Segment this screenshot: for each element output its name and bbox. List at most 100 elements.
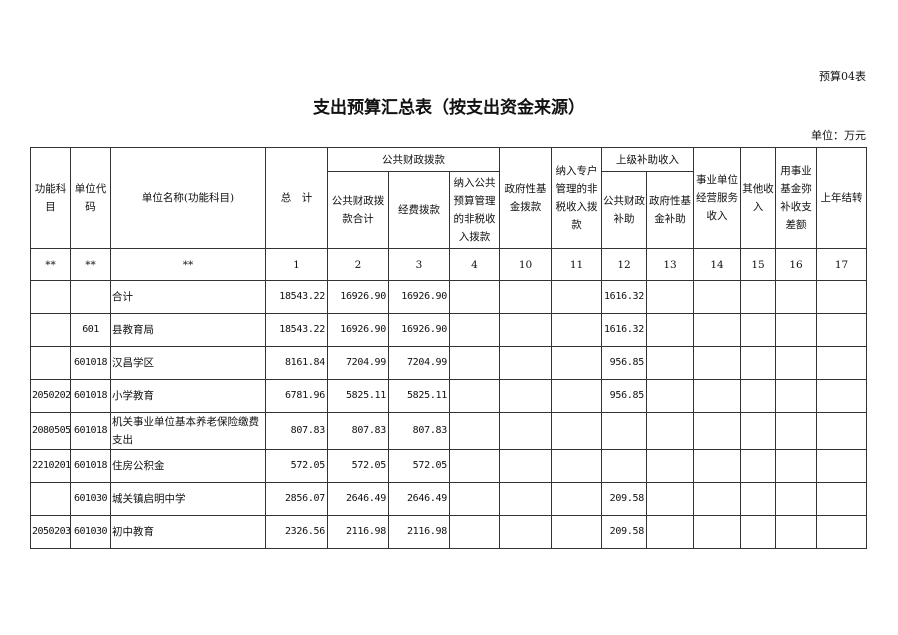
func-subject-cell: 2080505	[30, 412, 71, 450]
unit-code-cell: 601030	[70, 482, 111, 516]
total-cell: 6781.96	[265, 379, 328, 413]
other-income-cell	[740, 379, 776, 413]
nontax-special-cell	[551, 412, 602, 450]
gov-fund-cell	[499, 412, 552, 450]
fund-offset-cell	[775, 412, 817, 450]
table-row: 601018 汉昌学区 8161.84 7204.99 7204.99 956.85	[30, 346, 867, 380]
superior-gov-fund-cell	[646, 482, 694, 516]
superior-gov-fund-cell	[646, 346, 694, 380]
fund-offset-cell	[775, 280, 817, 314]
index-cell: **	[110, 248, 266, 281]
header-funding: 经费拨款	[388, 171, 450, 249]
business-income-cell	[693, 346, 741, 380]
index-cell: 3	[388, 248, 450, 281]
header-public-fiscal: 公共财政拨款	[327, 147, 500, 172]
gov-fund-cell	[499, 449, 552, 483]
nontax-budget-cell	[449, 280, 500, 314]
total-cell: 572.05	[265, 449, 328, 483]
nontax-budget-cell	[449, 379, 500, 413]
header-nontax-special: 纳入专户管理的非税收入拨款	[551, 147, 602, 249]
business-income-cell	[693, 379, 741, 413]
other-income-cell	[740, 412, 776, 450]
funding-cell: 572.05	[388, 449, 450, 483]
unit-name-cell: 县教育局	[110, 313, 266, 347]
gov-fund-cell	[499, 379, 552, 413]
superior-public-cell: 956.85	[601, 346, 647, 380]
table-row: 合计 18543.22 16926.90 16926.90 1616.32	[30, 280, 867, 314]
header-unit-code: 单位代码	[70, 147, 111, 249]
superior-public-cell: 1616.32	[601, 280, 647, 314]
table-number: 预算04表	[819, 70, 866, 83]
other-income-cell	[740, 346, 776, 380]
funding-cell: 807.83	[388, 412, 450, 450]
index-cell: **	[70, 248, 111, 281]
unit-name-cell: 机关事业单位基本养老保险缴费支出	[110, 412, 266, 450]
nontax-budget-cell	[449, 449, 500, 483]
funding-cell: 2646.49	[388, 482, 450, 516]
fund-offset-cell	[775, 515, 817, 549]
total-cell: 2326.56	[265, 515, 328, 549]
index-cell: 13	[646, 248, 694, 281]
superior-gov-fund-cell	[646, 412, 694, 450]
header-other-income: 其他收入	[740, 147, 776, 249]
superior-gov-fund-cell	[646, 449, 694, 483]
public-fiscal-total-cell: 572.05	[327, 449, 389, 483]
business-income-cell	[693, 280, 741, 314]
nontax-budget-cell	[449, 346, 500, 380]
index-cell: 1	[265, 248, 328, 281]
unit-name-cell: 城关镇启明中学	[110, 482, 266, 516]
header-func-subject: 功能科目	[30, 147, 71, 249]
business-income-cell	[693, 449, 741, 483]
header-total: 总 计	[265, 147, 328, 249]
carryover-cell	[816, 346, 867, 380]
header-superior-gov-fund: 政府性基金补助	[646, 171, 694, 249]
func-subject-cell	[30, 313, 71, 347]
business-income-cell	[693, 313, 741, 347]
nontax-special-cell	[551, 515, 602, 549]
nontax-budget-cell	[449, 412, 500, 450]
business-income-cell	[693, 412, 741, 450]
unit-code-cell	[70, 280, 111, 314]
other-income-cell	[740, 313, 776, 347]
unit-name-cell: 汉昌学区	[110, 346, 266, 380]
funding-cell: 16926.90	[388, 280, 450, 314]
total-cell: 18543.22	[265, 313, 328, 347]
public-fiscal-total-cell: 5825.11	[327, 379, 389, 413]
carryover-cell	[816, 515, 867, 549]
carryover-cell	[816, 482, 867, 516]
func-subject-cell	[30, 346, 71, 380]
index-cell: 2	[327, 248, 389, 281]
index-cell: 11	[551, 248, 602, 281]
business-income-cell	[693, 482, 741, 516]
superior-gov-fund-cell	[646, 313, 694, 347]
carryover-cell	[816, 280, 867, 314]
index-cell: 17	[816, 248, 867, 281]
unit-code-cell: 601018	[70, 412, 111, 450]
table-row: 2050203 601030 初中教育 2326.56 2116.98 2116.98 20…	[30, 515, 867, 549]
nontax-budget-cell	[449, 482, 500, 516]
funding-cell: 16926.90	[388, 313, 450, 347]
carryover-cell	[816, 449, 867, 483]
index-cell: 10	[499, 248, 552, 281]
total-cell: 2856.07	[265, 482, 328, 516]
funding-cell: 7204.99	[388, 346, 450, 380]
table-row: 2050202 601018 小学教育 6781.96 5825.11 5825.11 95…	[30, 379, 867, 413]
func-subject-cell	[30, 482, 71, 516]
index-cell: 15	[740, 248, 776, 281]
nontax-special-cell	[551, 482, 602, 516]
superior-public-cell	[601, 449, 647, 483]
header-nontax-budget: 纳入公共预算管理的非税收入拨款	[449, 171, 500, 249]
carryover-cell	[816, 412, 867, 450]
table-row: 601 县教育局 18543.22 16926.90 16926.90 1616.32	[30, 313, 867, 347]
superior-public-cell: 956.85	[601, 379, 647, 413]
func-subject-cell: 2210201	[30, 449, 71, 483]
func-subject-cell: 2050202	[30, 379, 71, 413]
gov-fund-cell	[499, 280, 552, 314]
superior-gov-fund-cell	[646, 515, 694, 549]
other-income-cell	[740, 482, 776, 516]
total-cell: 807.83	[265, 412, 328, 450]
fund-offset-cell	[775, 379, 817, 413]
table-row: 2080505 601018 机关事业单位基本养老保险缴费支出 807.83 807.8…	[30, 412, 867, 450]
index-row: ** ** ** 1 2 3 4 10 11 12 13 14 15 16 17	[30, 248, 867, 281]
fund-offset-cell	[775, 346, 817, 380]
